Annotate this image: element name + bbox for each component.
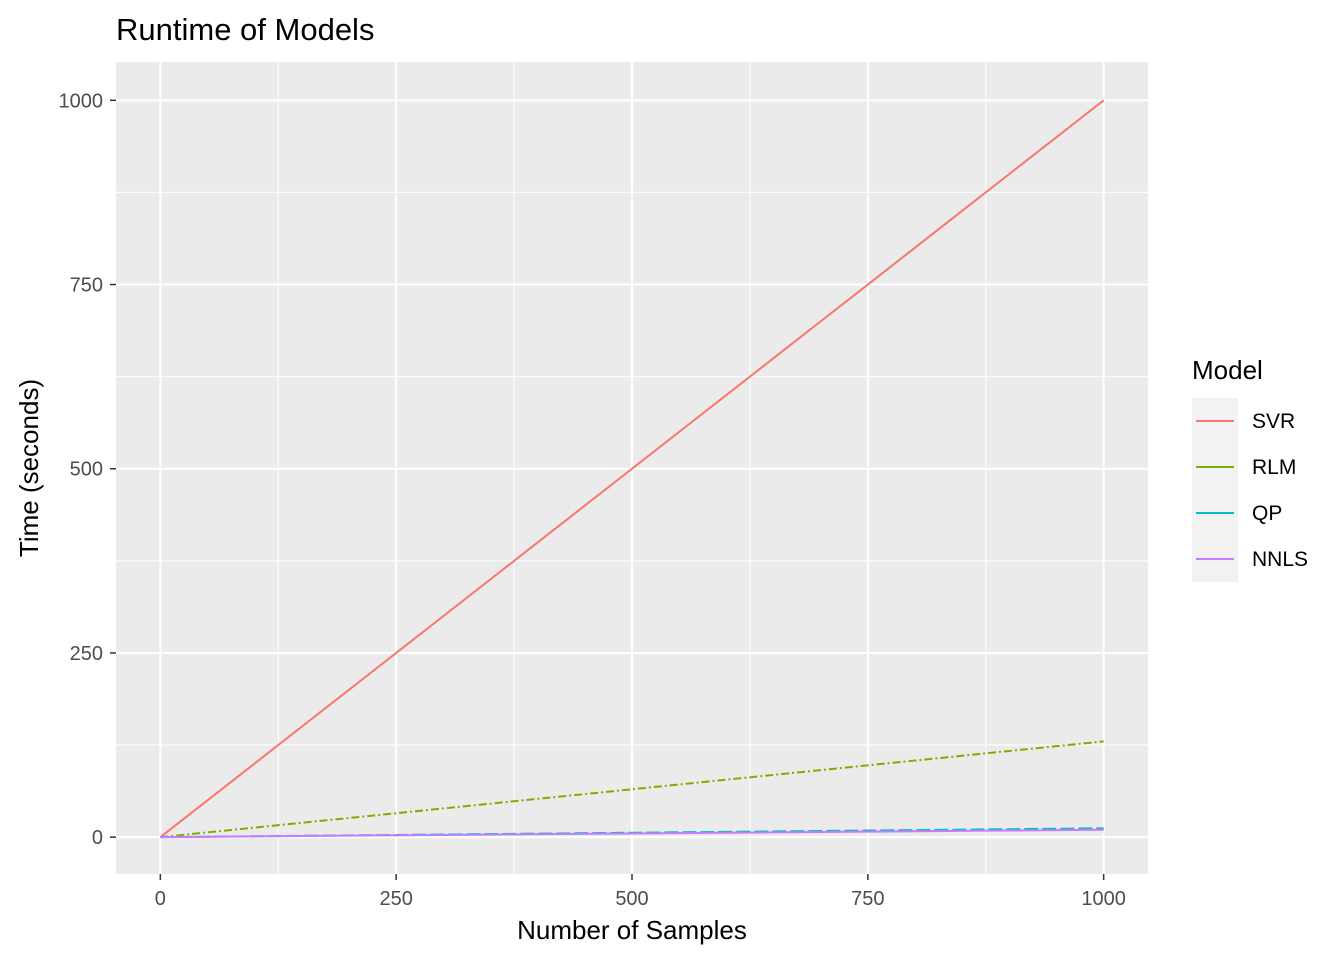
legend-label-svr: SVR [1252, 410, 1295, 433]
x-tick-label: 500 [615, 888, 648, 910]
series-lines [159, 99, 1105, 839]
y-tick-label: 250 [70, 643, 103, 665]
legend: Model SVR RLM QP NNLS [1192, 355, 1308, 582]
y-tick-label: 500 [70, 459, 103, 481]
x-tick-label: 250 [379, 888, 412, 910]
y-tick-label: 0 [92, 827, 103, 849]
legend-label-nnls: NNLS [1252, 548, 1308, 571]
x-axis-label: Number of Samples [517, 915, 747, 945]
x-axis-ticks: 0 250 500 750 1000 [155, 874, 1126, 910]
x-tick-label: 750 [851, 888, 884, 910]
y-tick-label: 750 [70, 275, 103, 297]
chart-title: Runtime of Models [116, 12, 374, 47]
series-line-rlm [160, 740, 1104, 839]
series-line-svr [159, 99, 1105, 838]
legend-label-qp: QP [1252, 502, 1282, 525]
y-axis-ticks: 0 250 500 750 1000 [59, 90, 116, 849]
y-axis-label: Time (seconds) [14, 379, 44, 557]
x-tick-label: 1000 [1081, 888, 1126, 910]
series-line-nnls [160, 828, 1104, 839]
legend-title: Model [1192, 355, 1263, 385]
legend-label-rlm: RLM [1252, 456, 1296, 479]
x-tick-label: 0 [155, 888, 166, 910]
y-tick-label: 1000 [59, 90, 104, 112]
